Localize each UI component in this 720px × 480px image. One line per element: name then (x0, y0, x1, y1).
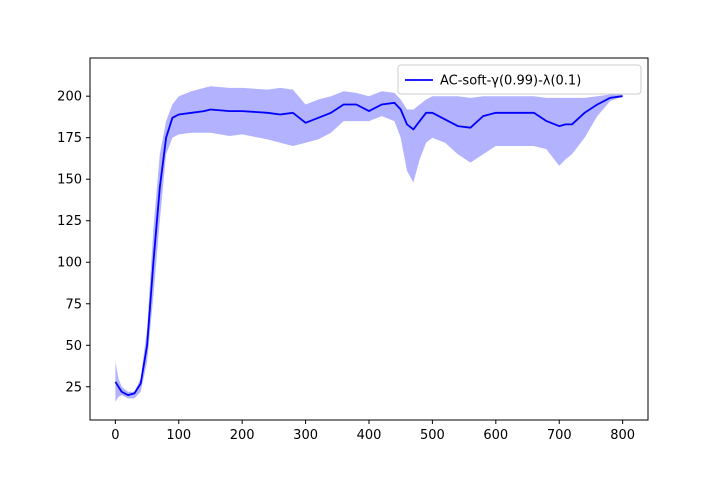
x-tick-label: 100 (166, 428, 191, 443)
x-tick-label: 700 (547, 428, 572, 443)
x-tick-label: 500 (420, 428, 445, 443)
y-tick-label: 175 (57, 131, 82, 146)
x-tick-label: 300 (293, 428, 318, 443)
legend-box (397, 64, 642, 95)
y-tick-label: 125 (57, 214, 82, 229)
x-tick-label: 400 (357, 428, 382, 443)
y-tick-label: 150 (57, 173, 82, 188)
x-tick-label: 600 (483, 428, 508, 443)
x-tick-label: 0 (111, 428, 119, 443)
series-0-line (114, 95, 623, 397)
x-tick-label: 800 (610, 428, 635, 443)
x-tick-label: 200 (230, 428, 255, 443)
y-tick-label: 25 (65, 380, 82, 395)
series-0-band (115, 86, 623, 402)
legend-label: AC-soft-γ(0.99)-λ(0.1) (440, 74, 581, 89)
y-tick-label: 100 (57, 256, 82, 271)
y-tick-label: 50 (65, 339, 82, 354)
y-tick-label: 200 (57, 90, 82, 105)
legend: AC-soft-γ(0.99)-λ(0.1) (397, 64, 642, 95)
y-tick-label: 75 (65, 297, 82, 312)
